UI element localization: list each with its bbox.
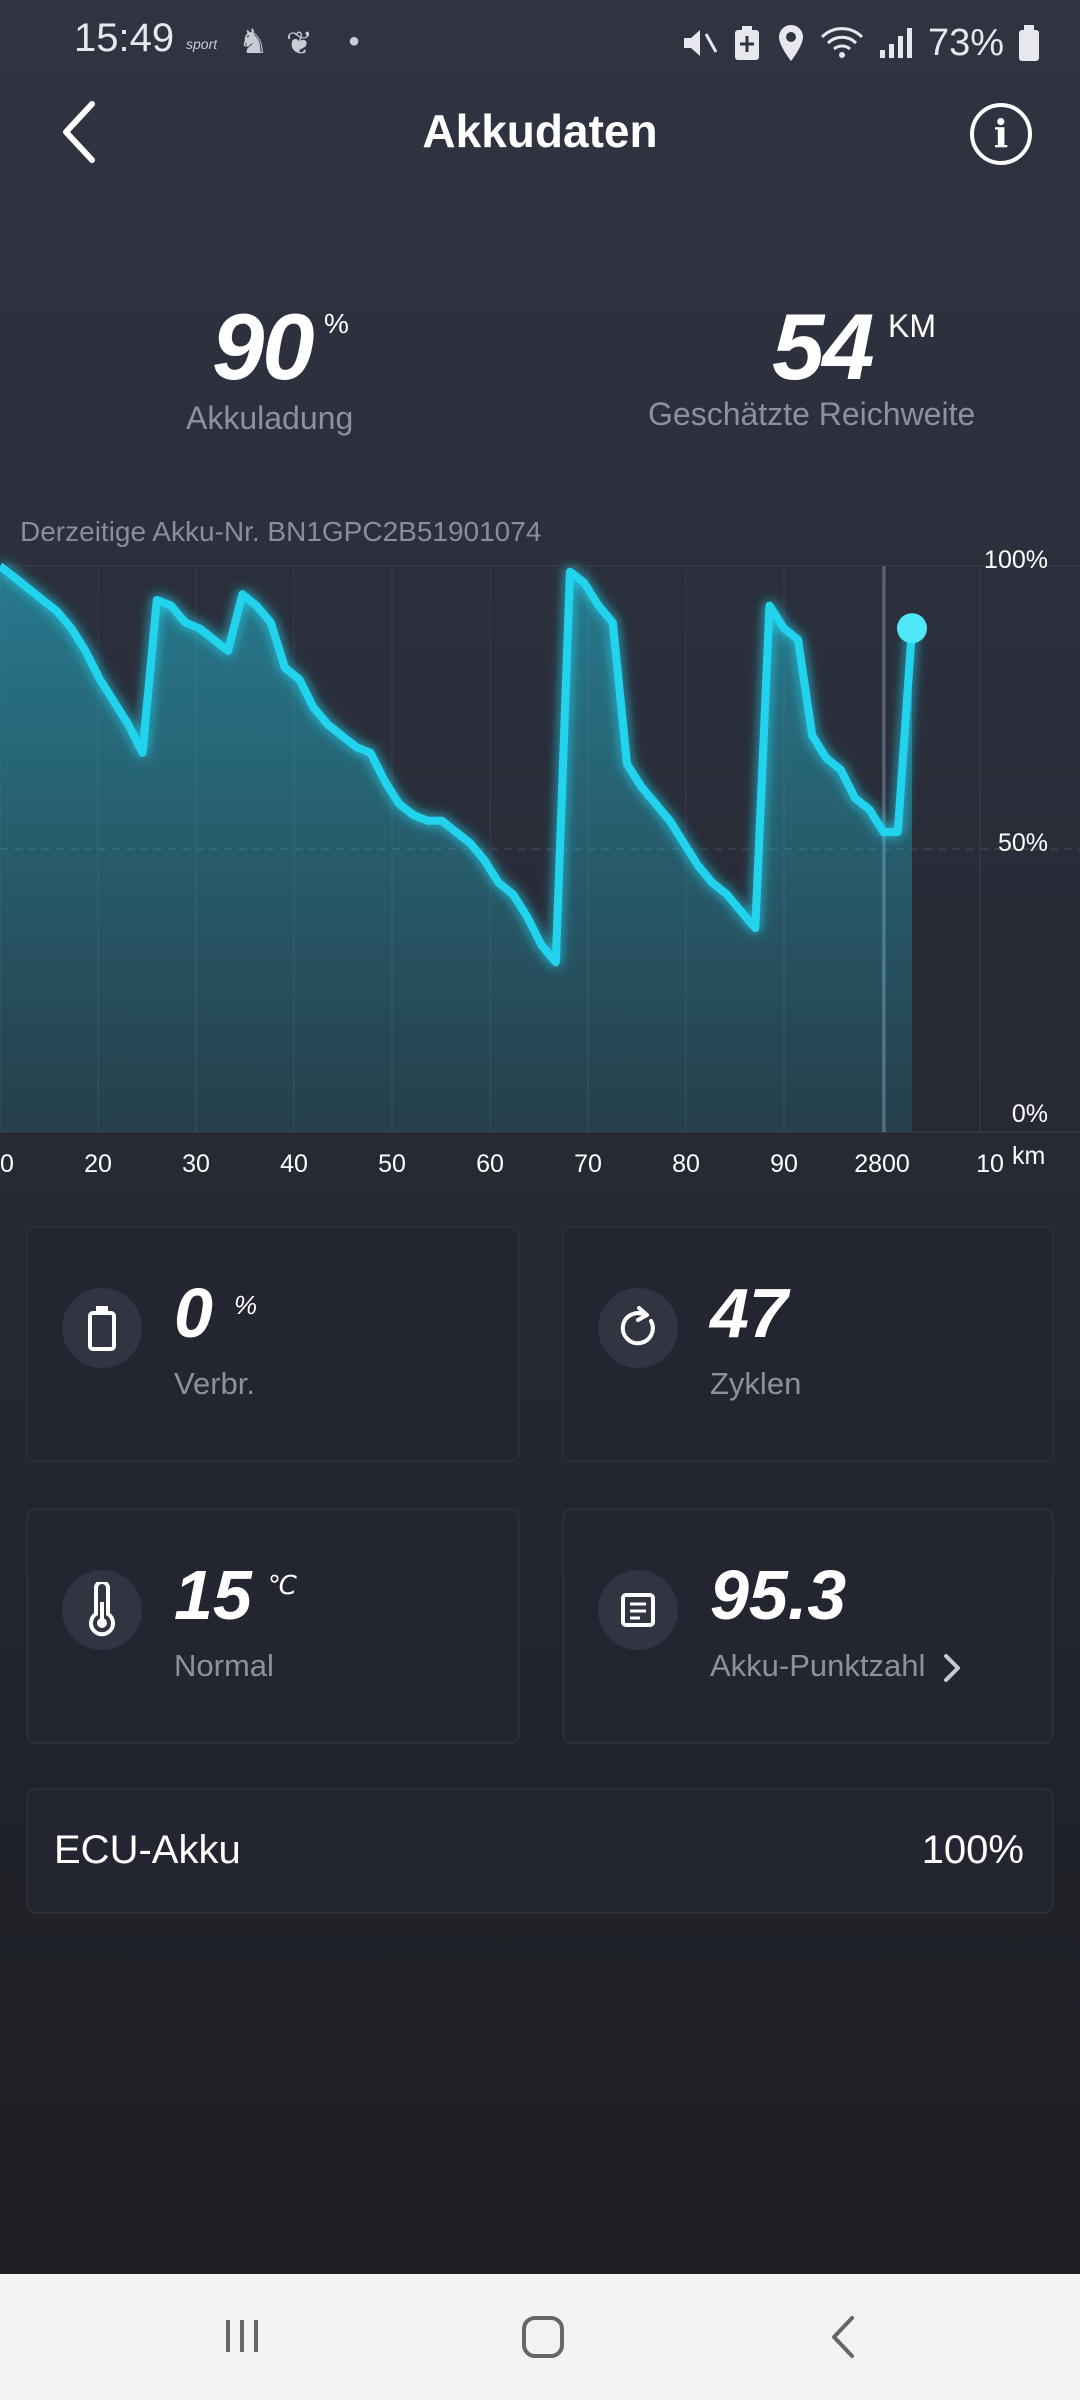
- battery-icon: [62, 1288, 142, 1368]
- y-tick-label: 0%: [1011, 1100, 1048, 1128]
- cycles-value: 47: [710, 1274, 788, 1352]
- battery-saver-icon: [734, 26, 759, 60]
- x-tick-label: 30: [182, 1150, 210, 1178]
- person-notification-icon: ♞: [238, 23, 269, 61]
- score-label: Akku-Punktzahl: [710, 1648, 926, 1683]
- range-summary: 54 KM: [772, 300, 936, 394]
- back-icon[interactable]: [826, 2314, 862, 2360]
- temperature-value: 15: [174, 1556, 252, 1634]
- x-tick-label: 70: [574, 1150, 602, 1178]
- document-icon: [598, 1570, 678, 1650]
- charge-summary: 90 %: [212, 300, 349, 394]
- x-axis-unit: km: [1012, 1142, 1046, 1170]
- x-tick-label: 50: [378, 1150, 406, 1178]
- x-tick-label: 90: [770, 1150, 798, 1178]
- battery-line: [0, 562, 916, 967]
- chevron-left-icon: [63, 101, 95, 163]
- location-icon: [778, 25, 803, 61]
- x-tick-label: 40: [280, 1150, 308, 1178]
- app-notification-icon: ❦: [286, 25, 313, 61]
- charge-value: 90: [212, 294, 315, 399]
- home-icon[interactable]: [520, 2314, 566, 2360]
- consumption-unit: %: [234, 1290, 258, 1320]
- range-unit: KM: [888, 308, 936, 344]
- back-button[interactable]: [50, 96, 120, 166]
- battery-area: [0, 566, 912, 1132]
- x-tick-label: 0: [0, 1150, 14, 1178]
- charge-label: Akkuladung: [186, 400, 354, 436]
- score-value: 95.3: [710, 1556, 847, 1634]
- status-icons: 73%: [680, 18, 1040, 68]
- x-tick-label: 2800: [854, 1150, 910, 1178]
- consumption-label: Verbr.: [174, 1366, 255, 1401]
- cycles-label: Zyklen: [710, 1366, 802, 1401]
- temperature-card: 15 ℃ Normal: [26, 1508, 520, 1744]
- battery-history-chart[interactable]: [0, 0, 1080, 1200]
- x-tick-label: 80: [672, 1150, 700, 1178]
- mute-icon: [683, 30, 718, 56]
- signal-icon: [879, 28, 912, 58]
- current-point: [897, 613, 927, 644]
- chart-title: Derzeitige Akku-Nr. BN1GPC2B51901074: [20, 516, 542, 547]
- consumption-card: 0 % Verbr.: [26, 1226, 520, 1462]
- recents-icon[interactable]: [222, 2316, 262, 2356]
- cycles-card: 47 Zyklen: [562, 1226, 1054, 1462]
- range-label: Geschätzte Reichweite: [648, 396, 976, 432]
- refresh-icon: [598, 1288, 678, 1368]
- consumption-value: 0: [174, 1274, 213, 1352]
- page-title: Akkudaten: [422, 105, 658, 157]
- temperature-label: Normal: [174, 1648, 274, 1683]
- charge-unit: %: [324, 308, 349, 339]
- thermometer-icon: [62, 1570, 142, 1650]
- status-bar: 15:49 sport ♞ ❦ ● 73%: [0, 0, 1080, 84]
- navigation-bar: [0, 2274, 1080, 2400]
- x-tick-label: 60: [476, 1150, 504, 1178]
- score-card[interactable]: 95.3 Akku-Punktzahl: [562, 1508, 1054, 1744]
- ecu-label: ECU-Akku: [54, 1828, 241, 1872]
- range-value: 54: [772, 294, 875, 399]
- more-notifications-icon: ●: [348, 30, 361, 52]
- battery-icon: [1019, 25, 1039, 61]
- x-tick-label: 10: [976, 1150, 1004, 1178]
- wifi-icon: [820, 27, 864, 58]
- chevron-right-icon: [944, 1654, 960, 1682]
- y-tick-label: 100%: [984, 546, 1048, 574]
- temperature-unit: ℃: [268, 1570, 298, 1600]
- ecu-value: 100%: [921, 1828, 1024, 1872]
- y-tick-label: 50%: [997, 829, 1048, 857]
- ecu-battery-row: ECU-Akku 100%: [26, 1788, 1054, 1914]
- sport-app-notification-icon: sport: [186, 36, 218, 52]
- status-time: 15:49: [74, 16, 175, 60]
- battery-percent: 73%: [927, 21, 1004, 64]
- info-button[interactable]: i: [970, 103, 1032, 165]
- info-icon: i: [993, 111, 1009, 156]
- x-tick-label: 20: [84, 1150, 112, 1178]
